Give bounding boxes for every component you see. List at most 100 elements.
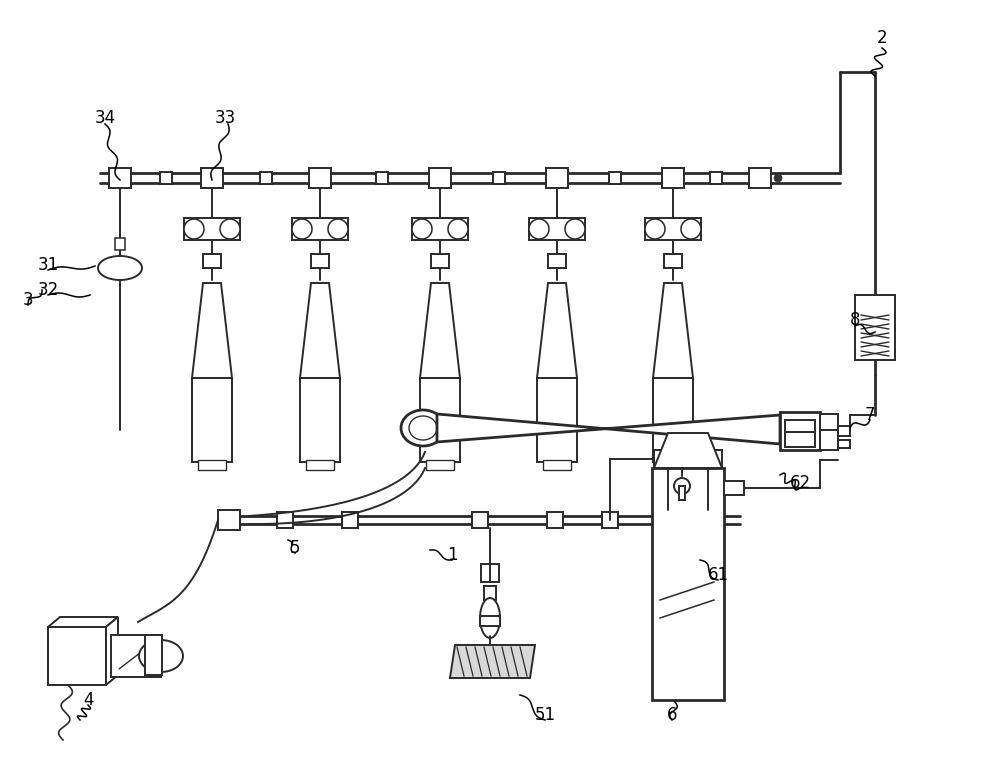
Bar — [653, 378, 693, 462]
Bar — [109, 168, 131, 188]
Ellipse shape — [448, 219, 468, 239]
Bar — [537, 378, 577, 462]
Bar — [184, 218, 240, 240]
Ellipse shape — [480, 598, 500, 638]
Bar — [376, 172, 388, 184]
Bar — [679, 486, 685, 500]
Bar — [218, 510, 240, 530]
Text: 2: 2 — [877, 29, 887, 47]
Bar — [838, 426, 850, 436]
Bar — [672, 512, 688, 528]
Circle shape — [674, 478, 690, 494]
Polygon shape — [654, 433, 722, 468]
Ellipse shape — [139, 640, 183, 672]
Bar — [431, 254, 449, 268]
Ellipse shape — [401, 410, 445, 446]
Polygon shape — [300, 283, 340, 378]
Polygon shape — [48, 617, 118, 627]
Bar — [659, 460, 687, 470]
Bar — [203, 254, 221, 268]
Text: 7: 7 — [865, 406, 875, 424]
Bar — [420, 378, 460, 462]
Bar — [145, 635, 162, 675]
Polygon shape — [420, 283, 460, 378]
Ellipse shape — [98, 256, 142, 280]
Ellipse shape — [412, 219, 432, 239]
Bar — [724, 481, 744, 495]
Bar — [160, 172, 172, 184]
Ellipse shape — [529, 219, 549, 239]
Ellipse shape — [681, 219, 701, 239]
Bar — [855, 295, 895, 360]
Bar — [780, 412, 820, 450]
Bar — [548, 254, 566, 268]
Bar — [260, 172, 272, 184]
Bar — [426, 460, 454, 470]
Text: 32: 32 — [37, 281, 59, 299]
Polygon shape — [537, 283, 577, 378]
Bar — [546, 168, 568, 188]
Bar — [309, 168, 331, 188]
Text: 3: 3 — [23, 291, 33, 309]
Bar — [429, 168, 451, 188]
Text: 8: 8 — [850, 311, 860, 329]
Bar — [710, 172, 722, 184]
Text: 6: 6 — [667, 706, 677, 724]
Text: 33: 33 — [214, 109, 236, 127]
Bar — [481, 564, 499, 582]
Bar — [277, 512, 293, 528]
Bar — [292, 218, 348, 240]
Bar — [201, 168, 223, 188]
Ellipse shape — [645, 219, 665, 239]
Text: 4: 4 — [83, 691, 93, 709]
Text: 1: 1 — [447, 546, 457, 564]
Bar — [342, 512, 358, 528]
Text: 34: 34 — [94, 109, 116, 127]
Text: 31: 31 — [37, 256, 59, 274]
Polygon shape — [437, 414, 780, 444]
Bar — [664, 254, 682, 268]
Bar — [198, 460, 226, 470]
Bar — [820, 414, 838, 450]
Circle shape — [774, 174, 782, 182]
Bar — [484, 586, 496, 600]
Bar — [609, 172, 621, 184]
Ellipse shape — [220, 219, 240, 239]
Polygon shape — [653, 283, 693, 378]
Bar — [602, 512, 618, 528]
Text: 62: 62 — [789, 474, 811, 492]
Bar — [652, 468, 724, 700]
Bar — [838, 440, 850, 448]
Bar — [543, 460, 571, 470]
Bar — [111, 635, 161, 677]
Bar — [662, 168, 684, 188]
Polygon shape — [192, 283, 232, 378]
Bar — [493, 172, 505, 184]
Bar — [412, 218, 468, 240]
Text: 5: 5 — [290, 539, 300, 557]
Bar — [472, 512, 488, 528]
Bar — [300, 378, 340, 462]
Bar — [480, 616, 500, 626]
Ellipse shape — [328, 219, 348, 239]
Bar — [645, 218, 701, 240]
Bar — [749, 168, 771, 188]
Text: 51: 51 — [534, 706, 556, 724]
Bar — [654, 450, 722, 468]
Bar — [115, 238, 125, 250]
Ellipse shape — [292, 219, 312, 239]
Bar — [785, 420, 815, 432]
Bar — [192, 378, 232, 462]
Bar — [311, 254, 329, 268]
Ellipse shape — [409, 416, 437, 440]
Bar — [529, 218, 585, 240]
Polygon shape — [450, 645, 535, 678]
Ellipse shape — [184, 219, 204, 239]
Ellipse shape — [565, 219, 585, 239]
Text: 61: 61 — [707, 566, 729, 584]
Bar — [48, 627, 106, 685]
Bar — [306, 460, 334, 470]
Polygon shape — [106, 617, 118, 685]
Bar — [547, 512, 563, 528]
Bar — [785, 432, 815, 447]
